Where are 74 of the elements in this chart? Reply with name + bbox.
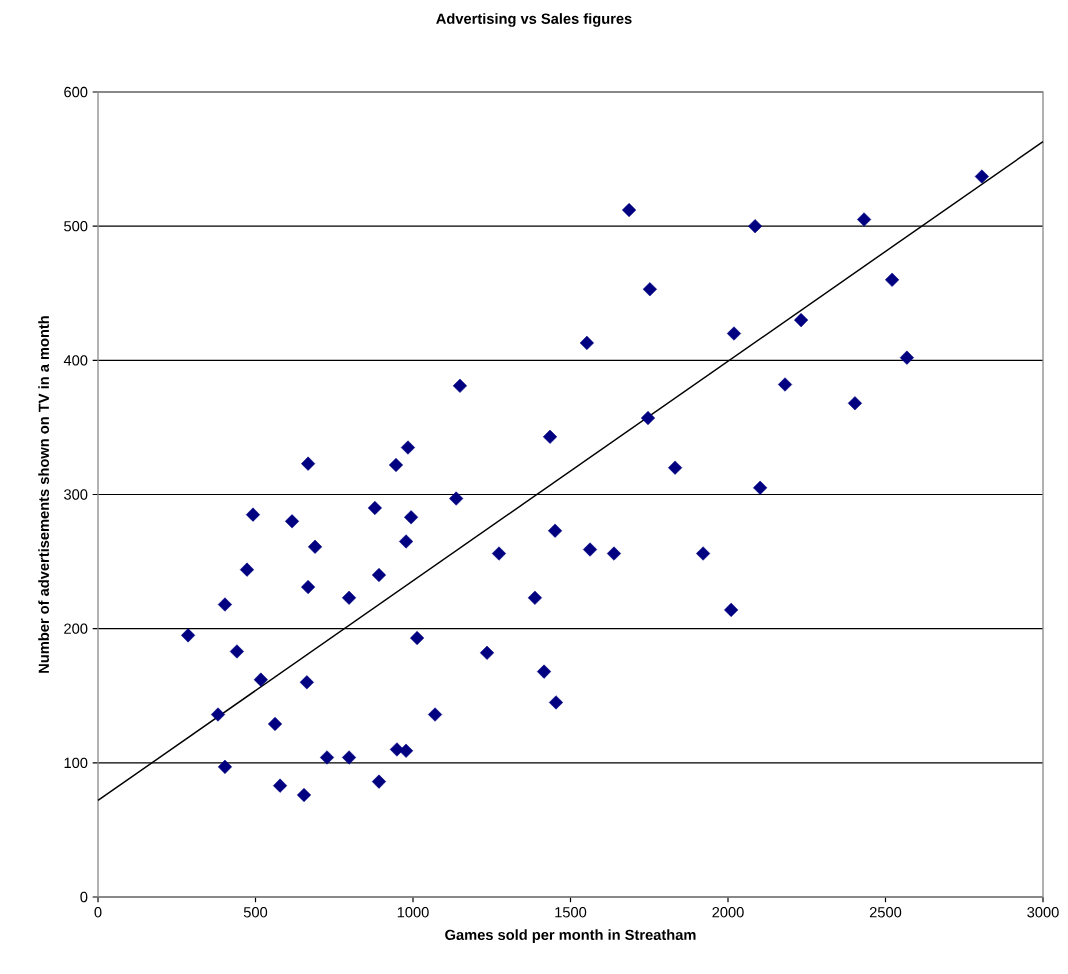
point (748, 219, 763, 234)
point (410, 631, 425, 646)
point (267, 716, 283, 731)
point (296, 787, 312, 803)
point (885, 272, 900, 287)
point (181, 628, 196, 643)
point (301, 580, 316, 595)
y-tick-label: 600 (64, 86, 88, 98)
point (229, 644, 244, 659)
point (794, 313, 809, 328)
x-tick-label: 1000 (397, 907, 429, 918)
point (217, 759, 233, 774)
point (428, 707, 443, 722)
point (491, 546, 507, 561)
point (696, 546, 711, 561)
x-tick-label: 2000 (712, 907, 744, 918)
point (342, 590, 357, 605)
point (668, 460, 683, 475)
point (777, 377, 793, 392)
point (284, 514, 300, 529)
y-tick-label: 500 (64, 220, 88, 232)
point (452, 378, 467, 393)
x-tick-label: 0 (94, 907, 102, 918)
point (367, 500, 382, 515)
point (245, 507, 261, 522)
point (536, 664, 552, 679)
point (753, 480, 768, 495)
point (527, 590, 542, 605)
point (404, 510, 419, 525)
point (726, 326, 742, 341)
x-axis-title: Games sold per month in Streatham (445, 929, 696, 943)
point (548, 523, 563, 538)
point (449, 491, 464, 506)
y-tick-label: 400 (63, 355, 88, 366)
point (371, 567, 387, 583)
point (479, 645, 495, 660)
point (301, 456, 316, 471)
y-tick-label: 100 (64, 757, 88, 769)
point (399, 743, 414, 758)
point (253, 672, 268, 687)
point (400, 440, 416, 455)
point (299, 675, 314, 690)
point (548, 695, 564, 710)
point (582, 542, 598, 557)
point (899, 350, 914, 365)
point (640, 410, 656, 426)
point (622, 203, 637, 218)
point (974, 169, 989, 184)
point (239, 562, 255, 577)
point (371, 774, 387, 789)
point (606, 546, 622, 561)
point (579, 335, 594, 350)
y-tick-label: 200 (64, 623, 88, 634)
x-tick-label: 1500 (555, 907, 587, 918)
point (210, 707, 226, 722)
y-tick-label: 0 (80, 891, 88, 903)
point (847, 396, 862, 411)
chart-title: Advertising vs Sales figures (436, 13, 632, 27)
point (399, 534, 414, 549)
point (273, 778, 288, 793)
point (217, 597, 233, 612)
point (342, 750, 357, 765)
y-axis-title: Number of advertisements shown on TV in a month (38, 316, 50, 673)
point (542, 429, 558, 444)
point (388, 457, 404, 473)
x-tick-label: 2500 (869, 907, 902, 918)
x-tick-label: 500 (243, 907, 268, 918)
point (724, 602, 739, 617)
point (319, 750, 335, 765)
point (307, 539, 323, 554)
y-tick-label: 300 (64, 489, 88, 500)
point (642, 282, 657, 297)
x-tick-label: 3000 (1027, 907, 1059, 918)
point (857, 212, 872, 227)
